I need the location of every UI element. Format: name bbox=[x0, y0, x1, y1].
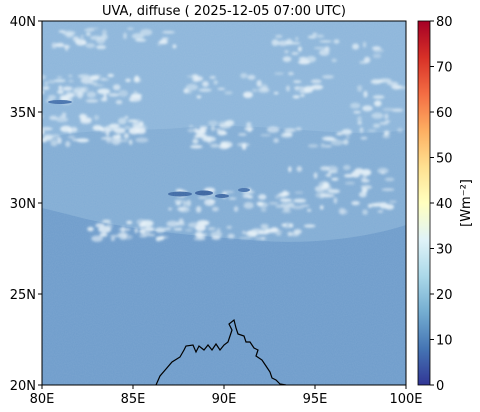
map-title: UVA, diffuse ( 2025-12-05 07:00 UTC) bbox=[102, 4, 346, 19]
y-axis: 20N 25N 30N 35N 40N bbox=[10, 15, 42, 394]
x-axis: 80E 85E 90E 95E 100E bbox=[30, 385, 423, 407]
colorbar-tick-label: 60 bbox=[436, 106, 453, 121]
x-tick-label: 85E bbox=[121, 392, 146, 407]
x-tick-label: 80E bbox=[30, 392, 55, 407]
x-tick-label: 90E bbox=[212, 392, 237, 407]
colorbar-tick-label: 30 bbox=[436, 243, 453, 258]
y-tick-label: 20N bbox=[10, 379, 36, 394]
y-tick-label: 30N bbox=[10, 197, 36, 212]
cloud-speckle bbox=[34, 135, 39, 141]
x-tick-label: 95E bbox=[303, 392, 328, 407]
colorbar-bar bbox=[417, 20, 431, 386]
colorbar-label: [Wm⁻²] bbox=[459, 179, 474, 227]
colorbar-tick-label: 20 bbox=[436, 288, 453, 303]
colorbar-tick-label: 40 bbox=[436, 197, 453, 212]
coastline bbox=[155, 318, 287, 385]
colorbar-tick-label: 0 bbox=[436, 379, 444, 394]
colorbar: 0 10 20 30 40 50 60 70 80 [Wm⁻²] bbox=[417, 15, 474, 394]
colorbar-tick-label: 80 bbox=[436, 15, 453, 30]
colorbar-tick-label: 10 bbox=[436, 334, 453, 349]
cloud-speckle bbox=[35, 125, 39, 130]
y-tick-label: 35N bbox=[10, 106, 36, 121]
colorbar-tick-label: 50 bbox=[436, 152, 453, 167]
colorbar-ticks: 0 10 20 30 40 50 60 70 80 bbox=[430, 15, 453, 394]
y-tick-label: 25N bbox=[10, 288, 36, 303]
x-tick-label: 100E bbox=[389, 392, 422, 407]
y-tick-label: 40N bbox=[10, 15, 36, 30]
colorbar-tick-label: 70 bbox=[436, 61, 453, 76]
map-panel bbox=[34, 21, 406, 385]
